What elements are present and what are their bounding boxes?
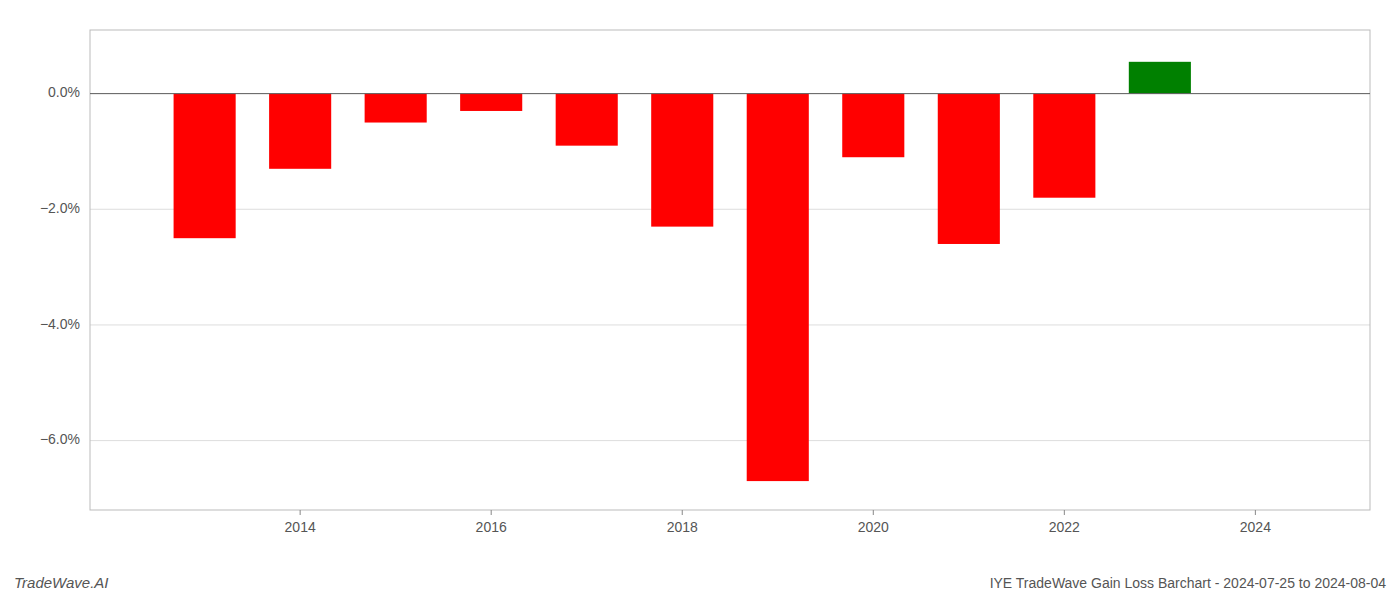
x-tick bbox=[1255, 510, 1256, 515]
grid-line bbox=[90, 93, 1370, 94]
bar bbox=[842, 94, 904, 158]
grid-line bbox=[90, 324, 1370, 325]
x-tick bbox=[873, 510, 874, 515]
x-tick-label: 2018 bbox=[667, 519, 698, 535]
bars bbox=[174, 62, 1191, 481]
zero-line bbox=[90, 93, 1370, 94]
x-tick-label: 2014 bbox=[285, 519, 316, 535]
x-tick-label: 2016 bbox=[476, 519, 507, 535]
x-tick-label: 2020 bbox=[858, 519, 889, 535]
x-tick bbox=[1064, 510, 1065, 515]
y-tick-label: −6.0% bbox=[40, 431, 80, 447]
x-tick bbox=[300, 510, 301, 515]
bar bbox=[174, 94, 236, 239]
plot-frame bbox=[90, 30, 1370, 510]
chart-svg: 0.0%−2.0%−4.0%−6.0%201420162018202020222… bbox=[0, 0, 1400, 600]
x-tick-label: 2022 bbox=[1049, 519, 1080, 535]
y-grid bbox=[90, 94, 1370, 441]
bar bbox=[938, 94, 1000, 244]
bar bbox=[269, 94, 331, 169]
x-tick bbox=[491, 510, 492, 515]
bar bbox=[1129, 62, 1191, 94]
x-axis: 2014 2016 2018 2020 2022 2024 bbox=[285, 510, 1272, 535]
y-tick-labels: 0.0% −2.0% −4.0% −6.0% bbox=[40, 84, 80, 447]
watermark: TradeWave.AI bbox=[14, 574, 108, 591]
grid-line bbox=[90, 209, 1370, 210]
y-tick-label: 0.0% bbox=[48, 84, 80, 100]
x-tick-label: 2024 bbox=[1240, 519, 1271, 535]
y-tick-label: −4.0% bbox=[40, 316, 80, 332]
bar bbox=[651, 94, 713, 227]
x-tick bbox=[682, 510, 683, 515]
y-tick-label: −2.0% bbox=[40, 200, 80, 216]
bar bbox=[460, 94, 522, 111]
bar bbox=[1033, 94, 1095, 198]
chart-container: 0.0%−2.0%−4.0%−6.0%201420162018202020222… bbox=[0, 0, 1400, 600]
grid-line bbox=[90, 440, 1370, 441]
bar bbox=[365, 94, 427, 123]
bar bbox=[747, 94, 809, 481]
chart-title: IYE TradeWave Gain Loss Barchart - 2024-… bbox=[990, 575, 1387, 591]
bar bbox=[556, 94, 618, 146]
